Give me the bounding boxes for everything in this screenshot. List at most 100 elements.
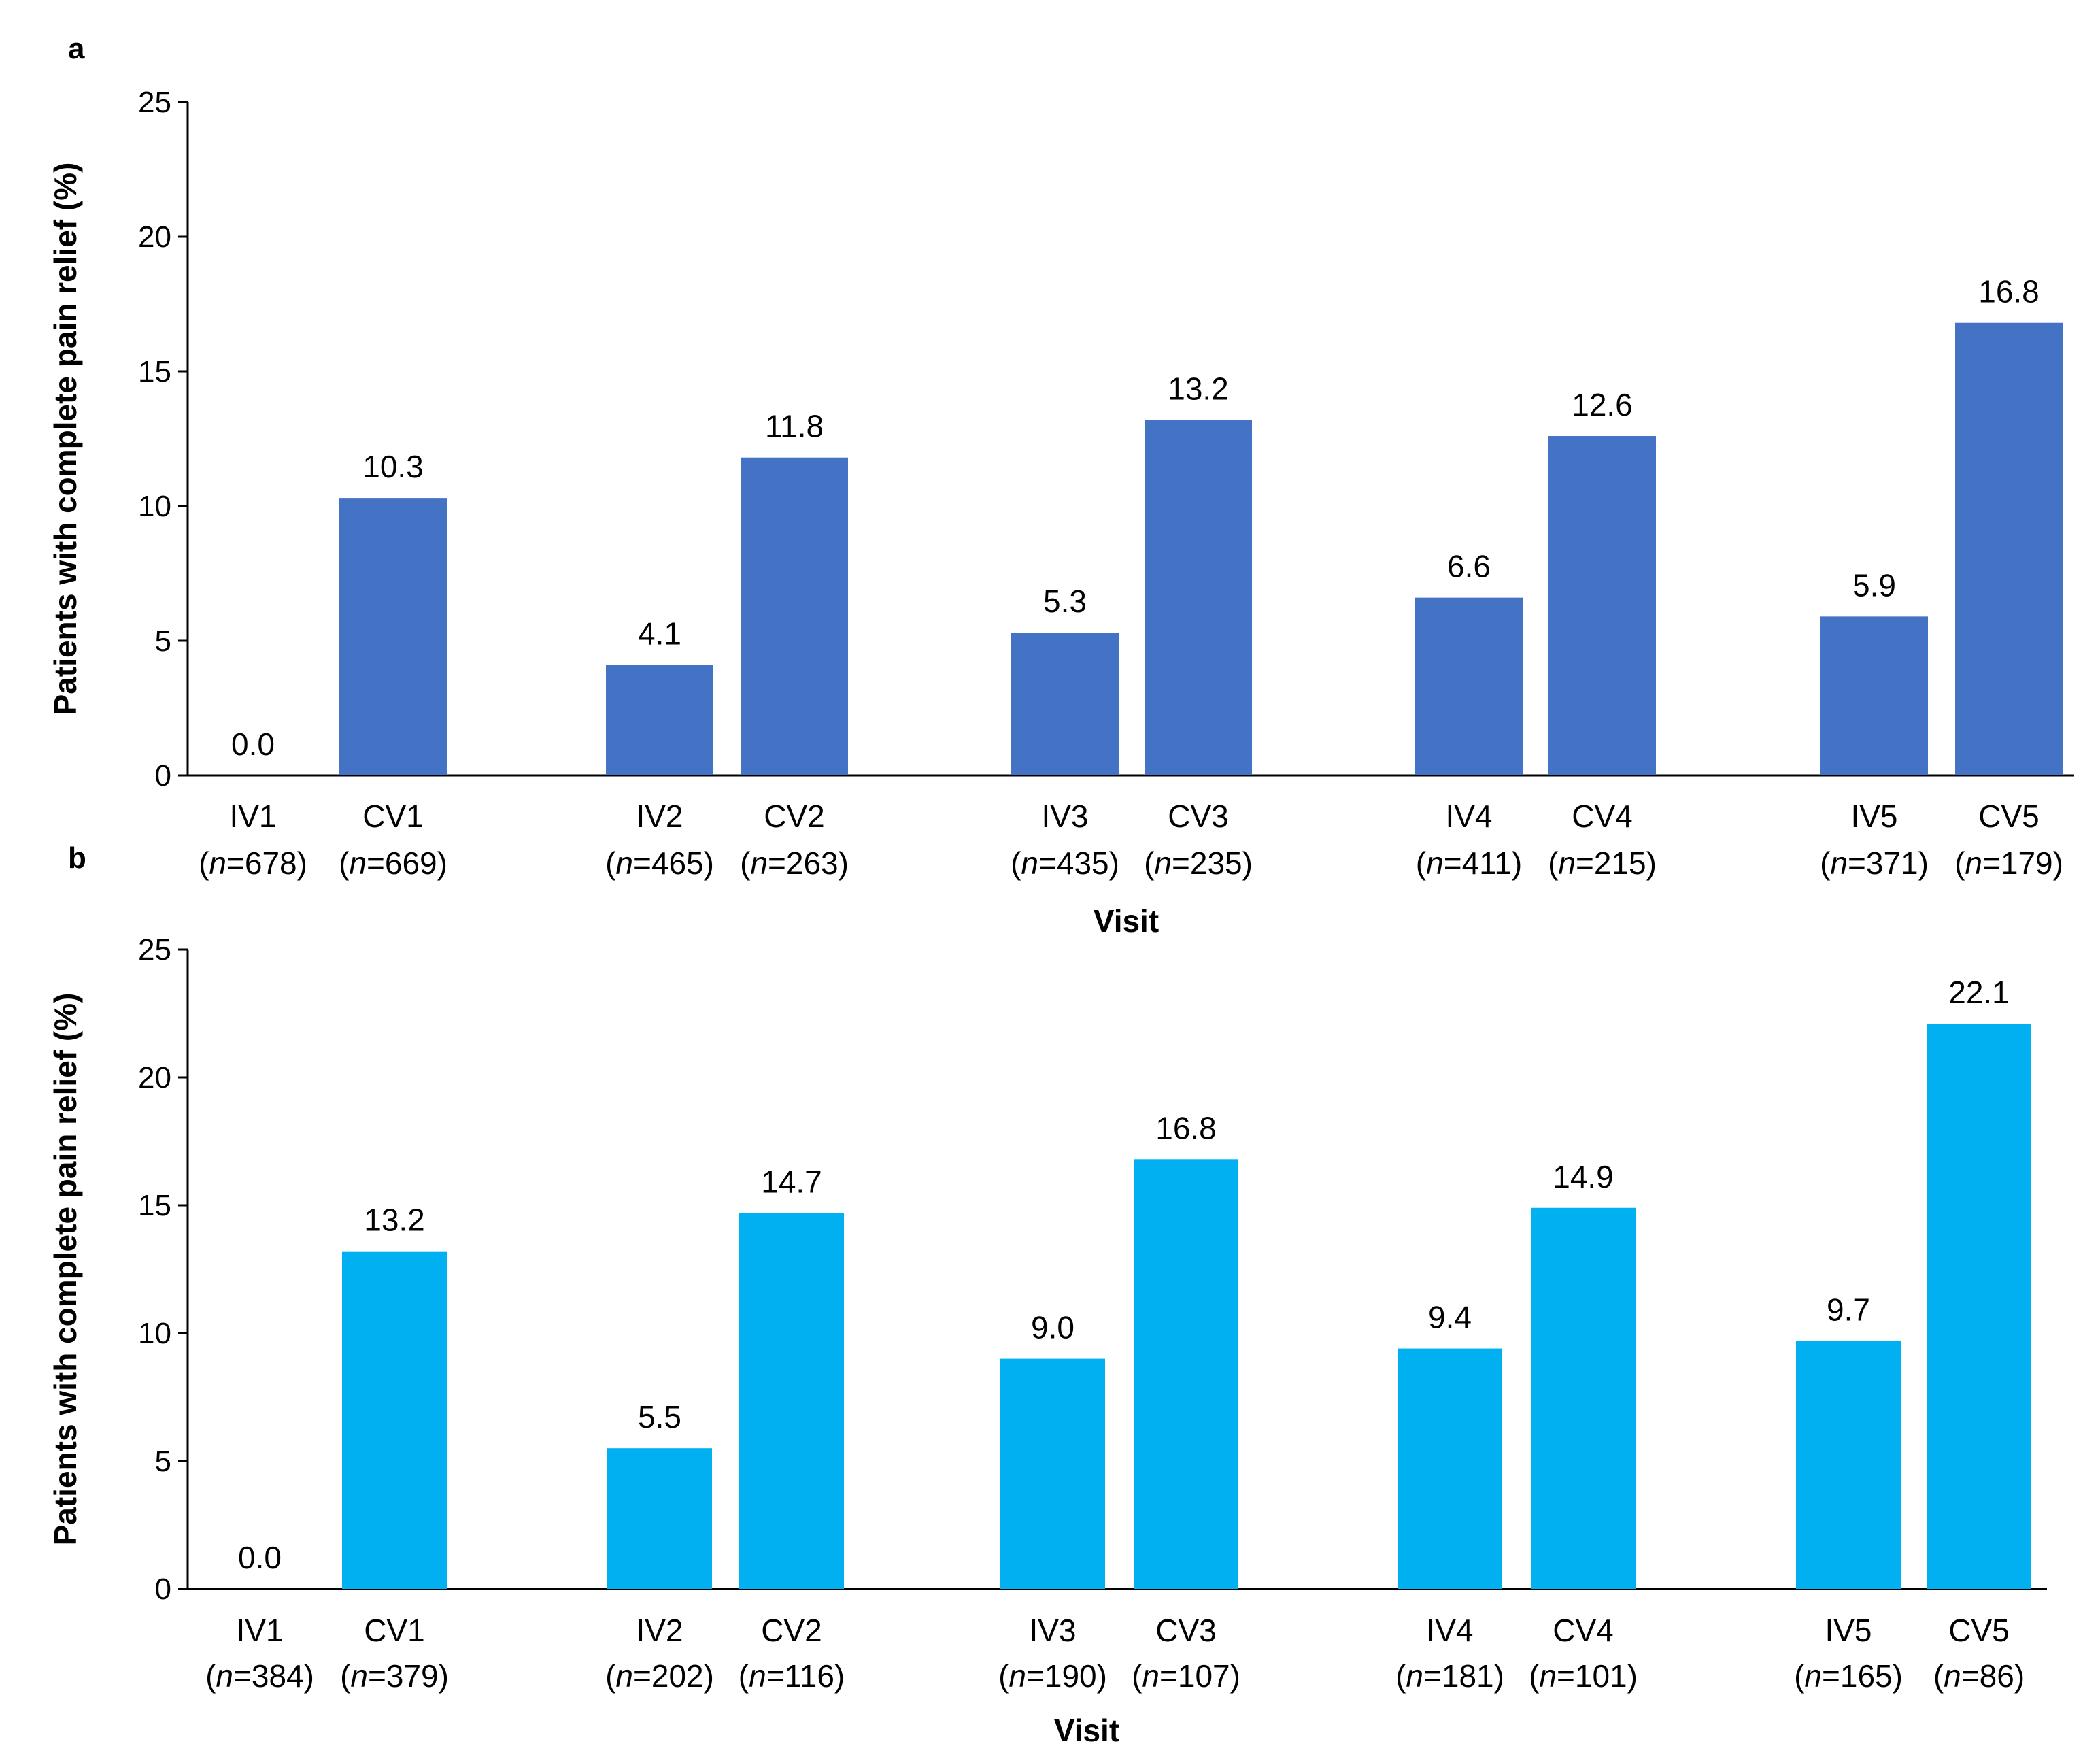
bar-cv2 [739,1213,844,1589]
category-label: CV3 [1168,799,1228,834]
n-value: 116 [785,1658,834,1694]
n-value: 465 [651,845,704,881]
y-tick-label: 10 [138,490,171,523]
bar-iv4 [1415,597,1523,775]
bar-iv2 [607,1448,712,1589]
y-tick-label: 0 [155,759,171,792]
sample-size-label: (n=371) [1820,845,1929,881]
n-symbol: n [615,1658,633,1694]
y-tick-label: 0 [155,1573,171,1606]
x-axis-title: Visit [1054,1713,1119,1746]
n-symbol: n [1944,1658,1961,1694]
data-label: 12.6 [1572,387,1633,422]
x-axis-title: Visit [1094,903,1159,939]
n-symbol: n [209,845,226,881]
data-label: 22.1 [1948,975,2010,1010]
bar-cv3 [1134,1159,1238,1589]
y-tick-label: 5 [155,1445,171,1478]
data-label: 9.0 [1031,1310,1074,1345]
n-value: 101 [1575,1658,1627,1694]
category-label: CV3 [1155,1613,1216,1648]
n-symbol: n [1009,1658,1026,1694]
data-label: 16.8 [1978,274,2039,309]
category-label: CV2 [761,1613,822,1648]
n-symbol: n [749,1658,766,1694]
n-value: 190 [1045,1658,1097,1694]
sample-size-label: (n=190) [998,1658,1107,1694]
panel-a: a 0 5 10 15 20 25 0.0 IV1 (n=678) 10.3 CV1 (n=669) 4.… [48,32,2074,939]
data-label: 5.9 [1852,567,1896,603]
sample-size-label: (n=179) [1954,845,2063,881]
n-symbol: n [349,845,367,881]
panel-letter: a [68,32,85,65]
data-label: 10.3 [362,449,424,484]
n-symbol: n [1804,1658,1822,1694]
bar-cv2 [741,457,848,775]
sample-size-label: (n=669) [339,845,447,881]
data-label: 6.6 [1447,549,1491,584]
y-tick-label: 25 [138,86,171,119]
sample-size-label: (n=202) [605,1658,714,1694]
n-value: 181 [1442,1658,1494,1694]
data-label: 13.2 [364,1203,425,1238]
data-label: 13.2 [1168,371,1229,406]
category-label: IV4 [1426,1613,1473,1648]
n-value: 107 [1178,1658,1230,1694]
data-label: 9.4 [1428,1300,1472,1335]
n-value: 371 [1866,845,1918,881]
sample-size-label: (n=116) [739,1658,845,1694]
n-value: 384 [252,1658,304,1694]
sample-size-label: (n=435) [1011,845,1119,881]
y-tick-label: 20 [138,220,171,254]
category-label: IV3 [1029,1613,1076,1648]
data-label: 5.3 [1043,584,1087,619]
category-label: CV5 [1978,799,2039,834]
n-value: 435 [1057,845,1109,881]
bar-cv5 [1955,322,2063,776]
category-label: IV5 [1825,1613,1872,1648]
bar-cv5 [1927,1024,2031,1589]
sample-size-label: (n=86) [1933,1658,2025,1694]
category-label: CV4 [1553,1613,1613,1648]
sample-size-label: (n=263) [740,845,849,881]
sample-size-label: (n=107) [1132,1658,1240,1694]
sample-size-label: (n=411) [1416,845,1522,881]
n-symbol: n [1830,845,1848,881]
data-label: 0.0 [231,726,275,762]
category-label: CV5 [1948,1613,2009,1648]
sample-size-label: (n=165) [1794,1658,1903,1694]
bar-cv4 [1531,1207,1636,1589]
sample-size-label: (n=181) [1395,1658,1504,1694]
category-label: IV2 [636,1613,683,1648]
bar-cv3 [1145,420,1252,775]
n-symbol: n [1021,845,1038,881]
sample-size-label: (n=379) [340,1658,449,1694]
y-axis-title: Patients with complete pain relief (%) [48,993,83,1546]
data-label: 14.9 [1553,1159,1614,1194]
category-label: IV1 [229,799,276,834]
n-value: 179 [2001,845,2053,881]
category-label: IV5 [1850,799,1897,834]
panel-letter: b [68,841,86,875]
category-label: CV2 [764,799,824,834]
sample-size-label: (n=215) [1548,845,1657,881]
data-label: 0.0 [238,1540,282,1575]
bar-cv1 [339,498,447,775]
bar-cv1 [342,1251,447,1589]
n-value: 165 [1840,1658,1893,1694]
sample-size-label: (n=101) [1529,1658,1638,1694]
data-label: 14.7 [761,1164,822,1199]
y-tick-label: 15 [138,1189,171,1222]
y-tick-label: 25 [138,933,171,967]
n-value: 86 [1980,1658,2014,1694]
n-value: 678 [245,845,297,881]
bar-cv4 [1548,436,1656,775]
y-tick-label: 20 [138,1061,171,1094]
sample-size-label: (n=465) [605,845,714,881]
bar-iv3 [1000,1358,1105,1589]
category-label: IV3 [1041,799,1088,834]
n-value: 202 [651,1658,704,1694]
n-symbol: n [1539,1658,1557,1694]
bar-iv3 [1011,633,1119,775]
